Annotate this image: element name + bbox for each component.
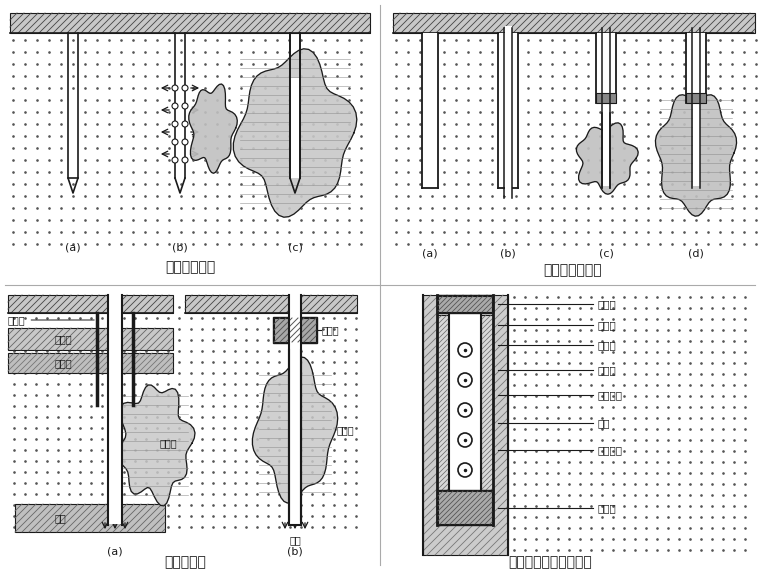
Bar xyxy=(274,318,316,342)
Bar xyxy=(290,78,299,178)
Bar xyxy=(499,33,518,188)
Bar xyxy=(10,13,370,33)
Text: 封孔塞: 封孔塞 xyxy=(322,325,340,335)
Text: 止浆塞: 止浆塞 xyxy=(598,503,617,513)
Text: 打花管注浆法: 打花管注浆法 xyxy=(165,260,215,274)
Circle shape xyxy=(182,157,188,163)
Text: 袖阀管法的设备和构造: 袖阀管法的设备和构造 xyxy=(508,555,592,569)
Bar xyxy=(185,295,357,313)
Circle shape xyxy=(458,403,472,417)
Circle shape xyxy=(458,343,472,357)
Text: 止浆塞: 止浆塞 xyxy=(598,299,617,309)
Bar xyxy=(692,36,699,186)
Circle shape xyxy=(458,373,472,387)
Text: 边钻边灌法: 边钻边灌法 xyxy=(164,555,206,569)
Text: 充填料: 充填料 xyxy=(598,340,617,350)
Circle shape xyxy=(172,103,178,109)
Polygon shape xyxy=(252,357,337,503)
Bar xyxy=(8,295,173,313)
Text: (c): (c) xyxy=(599,248,613,258)
Text: 灌浆: 灌浆 xyxy=(55,513,67,523)
Bar xyxy=(603,36,610,186)
Text: (a): (a) xyxy=(107,547,123,557)
Bar xyxy=(438,295,492,525)
Bar xyxy=(8,328,173,350)
Text: 混凝土: 混凝土 xyxy=(55,334,73,344)
Text: 灌浆体: 灌浆体 xyxy=(160,438,178,448)
Text: (b): (b) xyxy=(172,242,188,252)
Bar xyxy=(109,294,122,524)
Circle shape xyxy=(182,103,188,109)
Text: 护壁管: 护壁管 xyxy=(8,315,94,325)
Bar xyxy=(481,315,493,525)
Bar xyxy=(597,33,616,102)
Circle shape xyxy=(182,85,188,91)
Circle shape xyxy=(182,139,188,145)
Text: 注浆: 注浆 xyxy=(289,535,301,545)
Circle shape xyxy=(458,463,472,477)
Bar xyxy=(438,491,492,524)
Bar xyxy=(393,13,755,33)
Text: (d): (d) xyxy=(688,248,704,258)
Bar xyxy=(423,295,508,555)
Bar xyxy=(8,353,173,373)
Text: (b): (b) xyxy=(287,547,303,557)
Circle shape xyxy=(182,121,188,127)
Circle shape xyxy=(172,157,178,163)
Bar xyxy=(273,317,317,343)
Circle shape xyxy=(172,85,178,91)
Bar xyxy=(437,315,449,525)
Polygon shape xyxy=(233,49,356,217)
Text: 滤浆花管: 滤浆花管 xyxy=(598,445,623,455)
Text: 橡皮袋阀: 橡皮袋阀 xyxy=(598,390,623,400)
Text: (c): (c) xyxy=(287,242,302,252)
Bar xyxy=(505,26,511,196)
Bar xyxy=(15,504,165,532)
Bar xyxy=(290,294,300,524)
Polygon shape xyxy=(188,84,237,173)
Text: 套管护壁注浆法: 套管护壁注浆法 xyxy=(543,263,603,277)
Circle shape xyxy=(172,139,178,145)
Text: (a): (a) xyxy=(423,248,438,258)
Text: 钻孔壁: 钻孔壁 xyxy=(598,320,617,330)
Bar xyxy=(437,295,493,313)
Text: (b): (b) xyxy=(500,248,516,258)
Text: 粘土层: 粘土层 xyxy=(55,358,73,368)
Text: (a): (a) xyxy=(65,242,81,252)
Bar xyxy=(686,93,706,103)
Polygon shape xyxy=(118,385,195,506)
Bar xyxy=(176,78,185,178)
Text: 灌浆体: 灌浆体 xyxy=(337,425,355,435)
Circle shape xyxy=(172,121,178,127)
Bar xyxy=(438,296,492,312)
Bar xyxy=(423,33,438,188)
Bar xyxy=(437,490,493,525)
Text: 钢管: 钢管 xyxy=(598,418,610,428)
Circle shape xyxy=(458,433,472,447)
Polygon shape xyxy=(576,123,638,194)
Bar xyxy=(596,93,616,103)
Bar xyxy=(450,300,480,520)
Bar xyxy=(686,33,705,102)
Text: 出浆孔: 出浆孔 xyxy=(598,365,617,375)
Polygon shape xyxy=(655,95,736,216)
Bar xyxy=(68,97,78,177)
